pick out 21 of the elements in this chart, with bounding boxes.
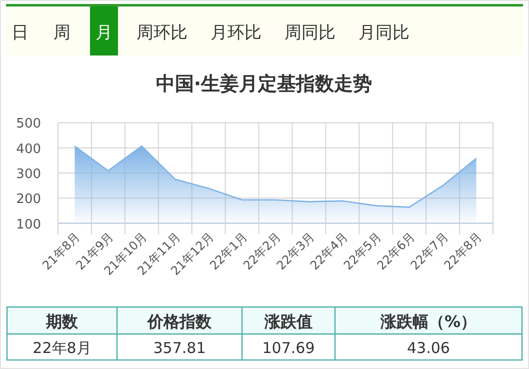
- category-label: 涨跌值: [264, 312, 312, 331]
- y-tick-label: 100: [16, 217, 41, 232]
- category-label: 月: [96, 23, 112, 43]
- category-label: 涨跌幅（%）: [379, 312, 477, 331]
- category-label: 周同比: [284, 23, 336, 43]
- text: 22年8月: [32, 339, 92, 357]
- category-label: 周: [54, 23, 70, 43]
- y-tick-label: 300: [16, 167, 41, 182]
- y-tick-label: 400: [16, 142, 41, 157]
- category-label: 周环比: [136, 23, 188, 43]
- category-label: 期数: [45, 312, 79, 331]
- category-label: 价格指数: [146, 312, 212, 331]
- category-label: 月同比: [358, 23, 410, 43]
- text: 43.06: [407, 339, 450, 357]
- chart-title: 中国·生姜月定基指数走势: [156, 73, 372, 95]
- y-tick-label: 500: [16, 116, 41, 132]
- text: 357.81: [153, 339, 206, 357]
- y-tick-label: 200: [16, 192, 41, 208]
- category-label: 月环比: [210, 23, 262, 43]
- text: 107.69: [262, 339, 315, 357]
- category-label: 日: [12, 23, 28, 43]
